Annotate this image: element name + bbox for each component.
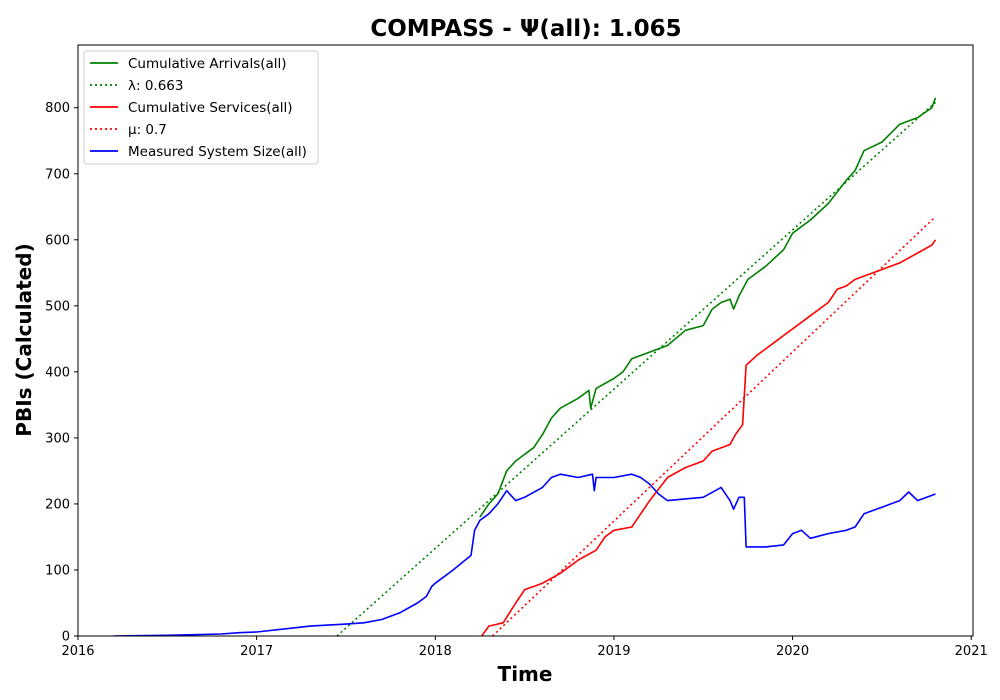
legend-label: Measured System Size(all)	[128, 144, 307, 160]
y-tick-label: 800	[45, 101, 70, 116]
y-tick-label: 0	[62, 630, 70, 645]
x-tick-label: 2020	[776, 644, 809, 659]
y-tick-label: 500	[45, 299, 70, 314]
series-line-3	[491, 216, 937, 636]
legend: Cumulative Arrivals(all) λ: 0.663 Cumulati…	[83, 50, 319, 165]
y-tick-label: 200	[45, 497, 70, 512]
y-tick-label: 300	[45, 431, 70, 446]
y-tick-label: 400	[45, 365, 70, 380]
x-tick-label: 2019	[597, 644, 630, 659]
series-line-2	[481, 239, 937, 636]
plot-area	[113, 97, 937, 636]
legend-box	[83, 50, 319, 165]
x-tick-label: 2016	[61, 644, 94, 659]
x-tick-label: 2017	[240, 644, 273, 659]
plot-frame	[77, 44, 974, 637]
series-line-4	[113, 473, 936, 636]
x-axis: 2016 2017 2018 2019 2020 2021	[61, 636, 988, 659]
y-axis-title: PBIs (Calculated)	[12, 243, 36, 436]
series-line-0	[479, 97, 937, 518]
x-tick-label: 2021	[955, 644, 988, 659]
y-tick-label: 100	[45, 563, 70, 578]
y-tick-label: 600	[45, 233, 70, 248]
legend-label: Cumulative Services(all)	[128, 100, 293, 116]
x-tick-label: 2018	[419, 644, 452, 659]
x-axis-title: Time	[498, 662, 553, 686]
legend-label: λ: 0.663	[128, 78, 183, 94]
y-tick-label: 700	[45, 167, 70, 182]
legend-label: Cumulative Arrivals(all)	[128, 56, 287, 72]
y-axis: 0 100 200 300 400 500 600 700 800	[45, 101, 78, 645]
series-line-1	[336, 101, 937, 636]
legend-label: μ: 0.7	[128, 122, 167, 138]
chart-title: COMPASS - Ψ(all): 1.065	[370, 16, 681, 42]
